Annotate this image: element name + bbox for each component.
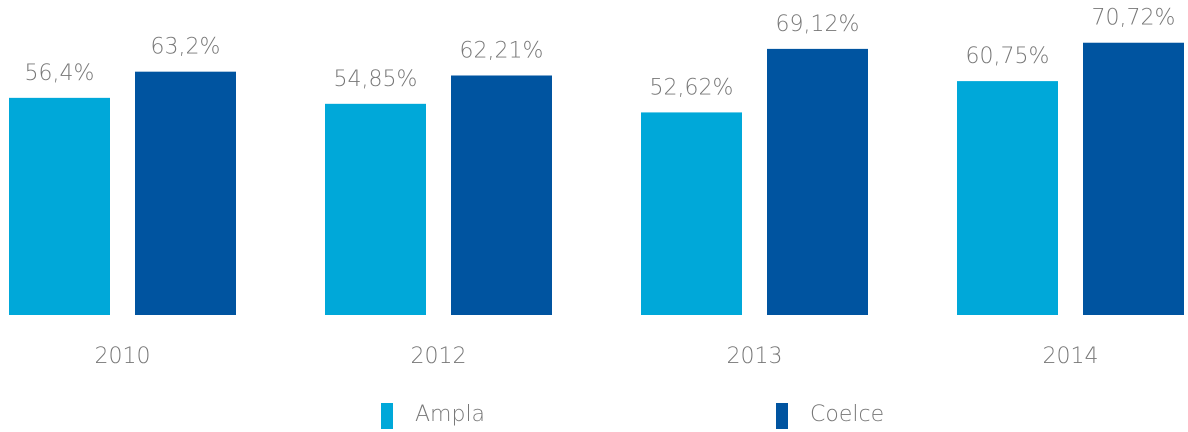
legend-label: Coelce (810, 402, 884, 427)
x-tick-label: 2013 (727, 344, 783, 369)
value-label: 69,12% (776, 12, 860, 37)
bar (325, 103, 426, 315)
bar (767, 48, 868, 315)
value-label: 63,2% (151, 35, 221, 60)
bar (9, 97, 110, 315)
bar (957, 81, 1058, 315)
bar (451, 75, 552, 315)
bar (1083, 42, 1184, 316)
value-label: 52,62% (650, 75, 734, 100)
value-label: 56,4% (25, 61, 95, 86)
x-tick-label: 2010 (95, 344, 151, 369)
legend-label: Ampla (415, 402, 485, 427)
value-label: 70,72% (1092, 6, 1176, 31)
value-label: 60,75% (966, 44, 1050, 69)
bar (641, 112, 742, 316)
x-tick-label: 2014 (1043, 344, 1099, 369)
legend-swatch (776, 403, 788, 429)
x-tick-label: 2012 (411, 344, 467, 369)
bar (135, 71, 236, 316)
value-label: 54,85% (334, 67, 418, 92)
value-label: 62,21% (460, 38, 544, 63)
legend-swatch (381, 403, 393, 429)
